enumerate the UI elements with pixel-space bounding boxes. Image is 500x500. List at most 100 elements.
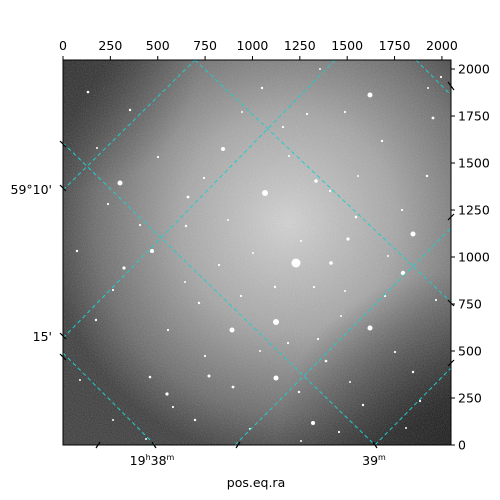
star (286, 341, 290, 345)
star (229, 327, 235, 333)
star (112, 419, 114, 421)
star (367, 92, 373, 98)
star (239, 294, 243, 298)
star (418, 399, 422, 403)
star (288, 155, 290, 157)
star (202, 176, 206, 180)
x-tick-label: 1750 (379, 38, 411, 53)
star (273, 285, 277, 289)
grid-line (194, 60, 451, 303)
star (156, 155, 160, 159)
star (96, 147, 98, 149)
star (291, 258, 301, 268)
star (337, 430, 341, 434)
star (128, 108, 132, 112)
star (111, 288, 115, 292)
star (241, 111, 243, 113)
star (260, 86, 264, 90)
star (354, 215, 358, 219)
pixel-x-axis: 0 250 500 750 1000 1250 1500 1750 2000 (59, 38, 458, 60)
star (349, 381, 351, 383)
star (380, 139, 384, 143)
star (316, 337, 320, 341)
star (361, 403, 365, 407)
grid-line (415, 60, 451, 96)
star (259, 350, 261, 352)
y-tick-label: 1250 (458, 203, 490, 218)
star (75, 249, 79, 253)
star (207, 374, 211, 378)
y-tick-label: 250 (458, 391, 482, 406)
star (166, 328, 170, 332)
star (328, 189, 332, 193)
plot-frame (62, 59, 452, 446)
star (329, 261, 333, 265)
y-tick-label: 1000 (458, 250, 490, 265)
sky-image (63, 60, 451, 445)
star (297, 390, 301, 394)
x-tick-label: 1500 (331, 38, 363, 53)
y-tick-label: 2000 (458, 62, 490, 77)
star (400, 270, 406, 276)
star (346, 237, 350, 241)
star (305, 112, 309, 116)
star (227, 219, 229, 221)
star (148, 375, 152, 379)
world-axis-ticks (59, 81, 455, 449)
y-tick-label: 0 (458, 438, 466, 453)
x-axis-label: pos.eq.ra (227, 475, 285, 490)
star (106, 202, 110, 206)
star (221, 147, 225, 151)
grid-line (63, 142, 376, 445)
star (314, 179, 318, 183)
coordinate-grid (63, 60, 451, 445)
y-tick-label: 500 (458, 344, 482, 359)
star (410, 231, 416, 237)
star (311, 421, 315, 425)
star (171, 405, 175, 409)
star (184, 224, 188, 228)
star (150, 249, 154, 253)
star (184, 281, 186, 283)
star (319, 68, 321, 70)
star (252, 252, 254, 254)
star (343, 110, 347, 114)
x-tick-label: 500 (146, 38, 170, 53)
dec-tick-label-1: 59°10' (11, 182, 53, 197)
ra-tick-label-1: 19h38m (130, 453, 175, 468)
star (300, 240, 302, 242)
star (203, 354, 207, 358)
grid-line (63, 60, 336, 339)
star (312, 285, 316, 289)
star (122, 266, 126, 270)
star (411, 370, 415, 374)
star (145, 438, 147, 440)
star-field (75, 68, 443, 442)
pixel-y-axis: 0 250 500 750 1000 1250 1500 1750 2000 (451, 62, 490, 453)
star (231, 385, 235, 389)
y-tick-label: 1500 (458, 156, 490, 171)
grid-line (63, 352, 156, 445)
star (344, 290, 346, 292)
star (405, 427, 407, 429)
x-tick-label: 2000 (426, 38, 458, 53)
star (273, 375, 279, 381)
star (281, 125, 285, 129)
x-tick-label: 1250 (284, 38, 316, 53)
x-tick-label: 250 (98, 38, 122, 53)
star (262, 190, 268, 196)
star (197, 301, 201, 305)
star (427, 87, 429, 89)
y-tick-label: 750 (458, 297, 482, 312)
x-tick-label: 750 (193, 38, 217, 53)
star (300, 440, 302, 442)
star (86, 90, 90, 94)
x-tick-label: 0 (59, 38, 67, 53)
y-tick-label: 1750 (458, 109, 490, 124)
star (357, 175, 359, 177)
star (324, 359, 328, 363)
star (186, 195, 190, 199)
star (165, 392, 169, 396)
star (393, 350, 397, 354)
